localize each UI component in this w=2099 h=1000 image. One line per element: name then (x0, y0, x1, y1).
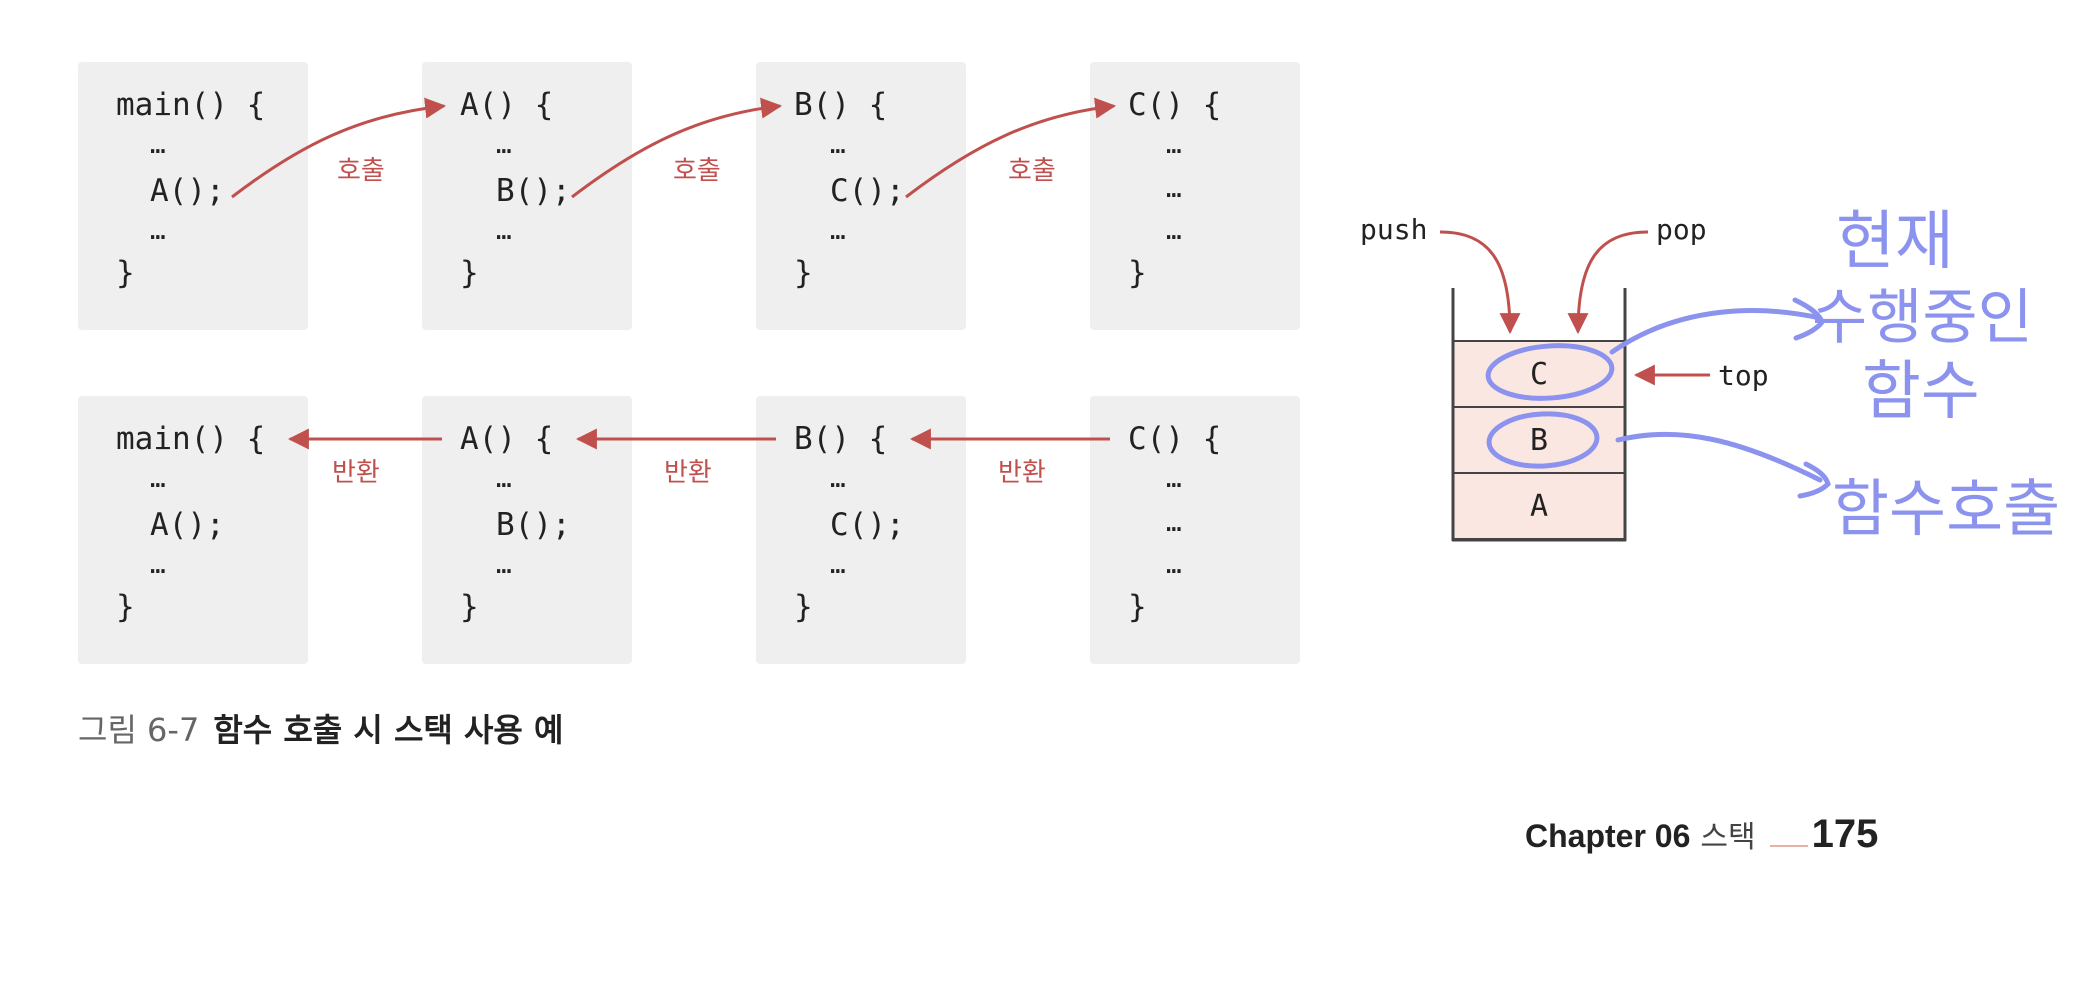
code-box-b-return (756, 396, 966, 664)
call-arrow-label: 호출 (1008, 156, 1056, 186)
code-close-brace: } (1128, 255, 1147, 291)
return-arrow-label: 반환 (664, 458, 712, 488)
code-box-main-call (78, 62, 308, 330)
code-header: A() { (460, 87, 554, 123)
code-header: main() { (116, 87, 266, 123)
code-close-brace: } (1128, 589, 1147, 625)
pop-arrow (1567, 230, 1649, 335)
handwritten-current-line3: 함수 (1862, 355, 1980, 429)
code-header: main() { (116, 421, 266, 457)
code-header: C() { (1128, 87, 1222, 123)
code-call-statement: A(); (150, 507, 225, 543)
chapter-label: Chapter 06 (1525, 818, 1691, 854)
code-ellipsis: … (830, 464, 847, 494)
code-header: B() { (794, 421, 888, 457)
code-ellipsis: … (1166, 130, 1183, 160)
code-call-statement: C(); (830, 173, 905, 209)
return-arrow-label: 반환 (998, 458, 1046, 488)
code-call-statement: A(); (150, 173, 225, 209)
code-ellipsis: … (150, 550, 167, 580)
top-label: top (1718, 359, 1769, 392)
push-label: push (1360, 213, 1428, 246)
code-ellipsis: … (496, 464, 513, 494)
stack-cell-b-label: B (1529, 423, 1549, 458)
code-ellipsis: … (150, 216, 167, 246)
code-ellipsis: … (830, 216, 847, 246)
handwritten-circle-c (1485, 343, 1615, 401)
code-header: B() { (794, 87, 888, 123)
code-ellipsis: … (496, 550, 513, 580)
code-call-statement: B(); (496, 507, 571, 543)
code-header: A() { (460, 421, 554, 457)
return-arrow-label: 반환 (332, 458, 380, 488)
handwritten-call-note: 함수호출 (1832, 472, 2061, 545)
code-close-brace: } (116, 255, 135, 291)
figure-title: 함수 호출 시 스택 사용 예 (213, 711, 564, 749)
handwritten-stroke-current (1609, 297, 1825, 355)
code-close-brace: } (460, 589, 479, 625)
code-box-main-return (78, 396, 308, 664)
code-ellipsis: … (1166, 216, 1183, 246)
call-arrow (571, 97, 783, 199)
code-ellipsis: … (496, 130, 513, 160)
call-arrow (905, 97, 1117, 199)
handwritten-current-line1: 현재 (1836, 205, 1954, 279)
call-arrow-label: 호출 (673, 156, 721, 186)
code-box-a-return (422, 396, 632, 664)
code-box-c-call (1090, 62, 1300, 330)
figure-caption: 그림 6-7 함수 호출 시 스택 사용 예 (78, 714, 563, 746)
page-footer: Chapter 06 스택 175 (1525, 814, 1878, 854)
pop-label: pop (1656, 213, 1707, 246)
code-ellipsis: … (1166, 174, 1183, 204)
code-call-statement: B(); (496, 173, 571, 209)
stack-cell-a-label: A (1529, 489, 1549, 524)
code-close-brace: } (794, 589, 813, 625)
code-box-a-call (422, 62, 632, 330)
code-ellipsis: … (150, 464, 167, 494)
code-ellipsis: … (830, 550, 847, 580)
handwritten-stroke-call (1615, 431, 1831, 499)
code-ellipsis: … (1166, 550, 1183, 580)
code-call-statement: C(); (830, 507, 905, 543)
code-header: C() { (1128, 421, 1222, 457)
stack-cell-c-label: C (1529, 357, 1549, 392)
call-arrow (231, 97, 447, 199)
page-number: 175 (1811, 812, 1879, 856)
figure-number: 그림 6-7 (78, 711, 200, 749)
code-ellipsis: … (150, 130, 167, 160)
code-close-brace: } (460, 255, 479, 291)
handwritten-current-line2: 수행중인 (1812, 283, 2033, 353)
code-box-c-return (1090, 396, 1300, 664)
code-box-b-call (756, 62, 966, 330)
section-label: 스택 (1700, 821, 1756, 854)
handwritten-circle-b (1486, 411, 1600, 469)
code-ellipsis: … (1166, 508, 1183, 538)
call-arrow-label: 호출 (337, 156, 385, 186)
code-ellipsis: … (496, 216, 513, 246)
push-arrow (1439, 230, 1521, 335)
code-close-brace: } (116, 589, 135, 625)
footer-divider (1769, 845, 1808, 847)
code-ellipsis: … (830, 130, 847, 160)
code-close-brace: } (794, 255, 813, 291)
code-ellipsis: … (1166, 464, 1183, 494)
